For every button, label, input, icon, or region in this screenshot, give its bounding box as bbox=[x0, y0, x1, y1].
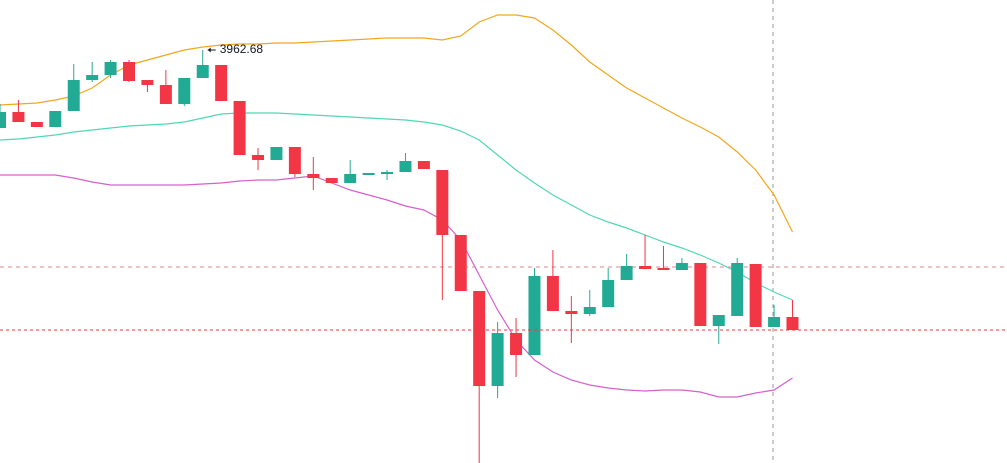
candle-body bbox=[473, 291, 486, 386]
candle-body bbox=[12, 112, 25, 122]
candle-body bbox=[270, 147, 283, 160]
candle-body bbox=[325, 178, 338, 183]
candle-body bbox=[344, 174, 357, 183]
candle-body bbox=[159, 85, 172, 104]
candle-body bbox=[288, 147, 301, 174]
candle-body bbox=[583, 307, 596, 314]
candle-body bbox=[67, 80, 80, 111]
candle-body bbox=[252, 155, 265, 160]
candle-body bbox=[786, 317, 799, 330]
candle-body bbox=[215, 65, 228, 101]
candle-body bbox=[620, 266, 633, 280]
candle-body bbox=[768, 317, 781, 327]
candle-body bbox=[639, 266, 652, 269]
candle-body bbox=[528, 276, 541, 355]
candle-body bbox=[0, 112, 6, 128]
band-line bbox=[0, 14, 794, 233]
candle-body bbox=[49, 111, 62, 127]
candle-body bbox=[104, 62, 117, 75]
candle-body bbox=[86, 75, 99, 80]
candle-body bbox=[30, 122, 43, 127]
candle-body bbox=[712, 315, 725, 326]
candle-body bbox=[233, 101, 246, 155]
candle-body bbox=[307, 174, 320, 178]
candle-body bbox=[546, 276, 559, 311]
candle-body bbox=[362, 173, 375, 175]
candle-body bbox=[749, 264, 762, 327]
candle-body bbox=[602, 280, 615, 307]
candle-body bbox=[417, 161, 430, 169]
candle-body bbox=[196, 65, 209, 78]
candle-body bbox=[436, 170, 449, 235]
candle-body bbox=[381, 172, 394, 174]
annotation-arrowhead bbox=[207, 47, 211, 53]
candle-body bbox=[694, 263, 707, 326]
band-line bbox=[0, 174, 793, 398]
candle-body bbox=[491, 333, 504, 386]
annotation-label: 3962.68 bbox=[220, 42, 264, 56]
candle-body bbox=[510, 333, 523, 355]
candle-body bbox=[399, 161, 412, 172]
candle-body bbox=[657, 268, 670, 270]
candle-body bbox=[141, 80, 154, 85]
candle-body bbox=[675, 263, 688, 270]
candle-body bbox=[454, 235, 467, 291]
candle-body bbox=[178, 78, 191, 104]
candle-body bbox=[731, 263, 744, 316]
candle-body bbox=[123, 62, 136, 81]
band-line bbox=[0, 112, 793, 301]
candle-body bbox=[565, 311, 578, 314]
